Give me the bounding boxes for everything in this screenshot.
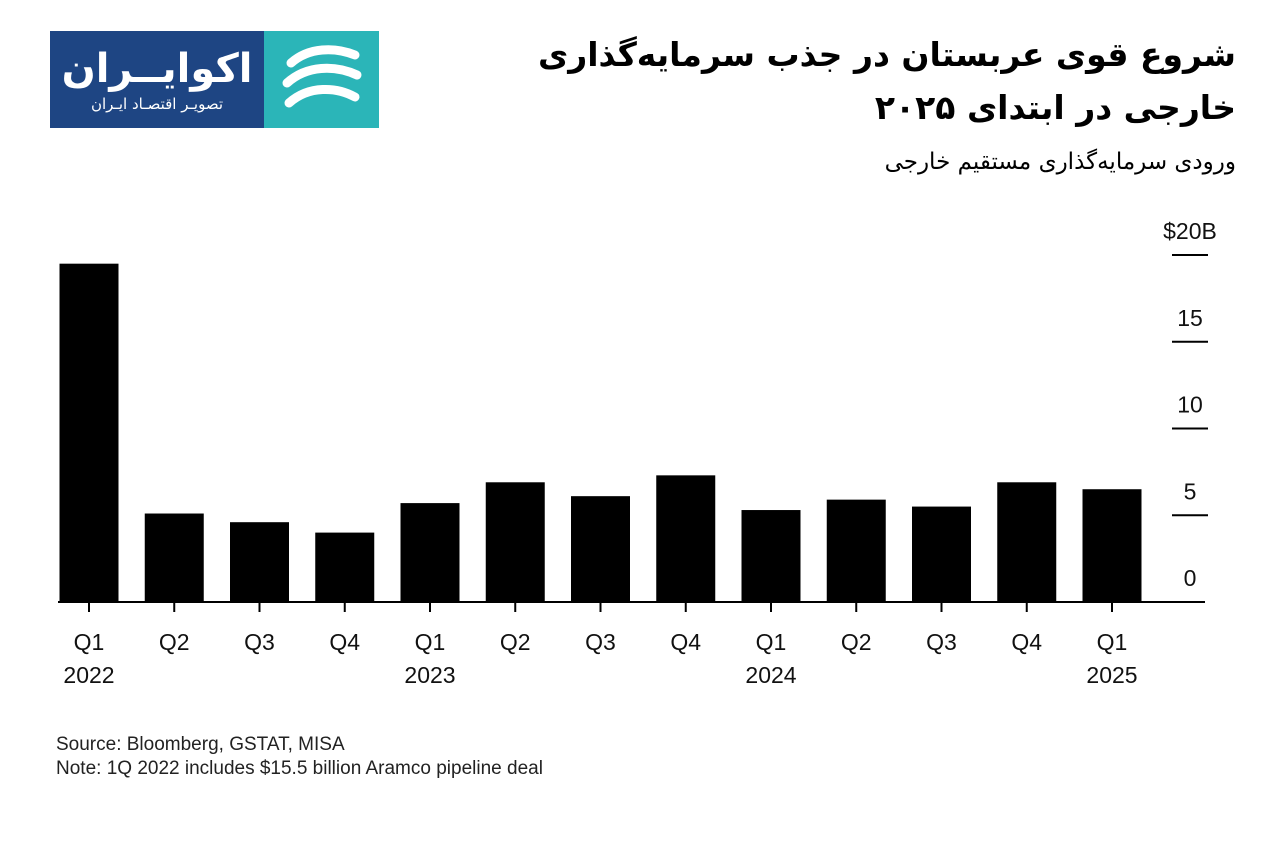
x-quarter-label: Q1 [1097, 629, 1128, 655]
y-tick-label: 15 [1177, 305, 1203, 331]
x-quarter-label: Q3 [926, 629, 957, 655]
y-tick-label: 5 [1184, 478, 1197, 504]
bar-chart: 0 5 10 15 $20B Q1 2022 Q2 Q3 Q4 Q1 2023 Q2 Q3 Q4 Q1 202… [58, 218, 1217, 688]
x-quarter-label: Q3 [244, 629, 275, 655]
ecoiran-logo: اکوایــران تصویـر اقتصـاد ایـران [50, 31, 379, 128]
x-quarter-label: Q4 [329, 629, 360, 655]
x-year-label: 2025 [1086, 662, 1137, 688]
x-quarter-label: Q1 [415, 629, 446, 655]
logo-name: اکوایــران [61, 45, 253, 92]
x-axis-labels: Q1 2022 Q2 Q3 Q4 Q1 2023 Q2 Q3 Q4 Q1 2024 Q2 Q3 Q4 Q1 20… [63, 602, 1138, 688]
logo-tagline: تصویـر اقتصـاد ایـران [90, 94, 224, 113]
x-quarter-label: Q3 [585, 629, 616, 655]
note-text: Note: 1Q 2022 includes $15.5 billion Ara… [56, 758, 543, 779]
x-quarter-label: Q2 [841, 629, 872, 655]
x-year-label: 2023 [404, 662, 455, 688]
bar [485, 482, 545, 602]
bar [656, 475, 716, 602]
source-text: Source: Bloomberg, GSTAT, MISA [56, 734, 345, 755]
y-tick-label: 10 [1177, 392, 1203, 418]
y-tick-label: 0 [1184, 565, 1197, 591]
x-quarter-label: Q2 [500, 629, 531, 655]
bar [741, 510, 801, 602]
logo-mark-icon [264, 31, 379, 128]
y-tick-label: $20B [1163, 218, 1217, 244]
x-quarter-label: Q2 [159, 629, 190, 655]
bar [1082, 489, 1142, 602]
bar [315, 532, 375, 602]
logo-text-block: اکوایــران تصویـر اقتصـاد ایـران [50, 31, 264, 128]
x-quarter-label: Q4 [670, 629, 701, 655]
chart-subtitle: ورودی سرمایه‌گذاری مستقیم خارجی [884, 149, 1236, 175]
x-quarter-label: Q1 [756, 629, 787, 655]
bar [144, 513, 204, 602]
bar [997, 482, 1057, 602]
x-year-label: 2024 [745, 662, 796, 688]
bar [826, 499, 886, 602]
bar [230, 522, 289, 602]
y-axis: 0 5 10 15 $20B [1163, 218, 1217, 591]
x-quarter-label: Q4 [1011, 629, 1042, 655]
bar [912, 506, 971, 602]
bar [571, 496, 630, 602]
bar [59, 263, 119, 602]
bars-group [59, 263, 1142, 602]
chart-title: شروع قوی عربستان در جذب سرمایه‌گذاری خار… [537, 35, 1236, 127]
chart-footer: Source: Bloomberg, GSTAT, MISA Note: 1Q … [56, 733, 543, 781]
bar [400, 503, 460, 602]
x-year-label: 2022 [63, 662, 114, 688]
x-quarter-label: Q1 [74, 629, 105, 655]
